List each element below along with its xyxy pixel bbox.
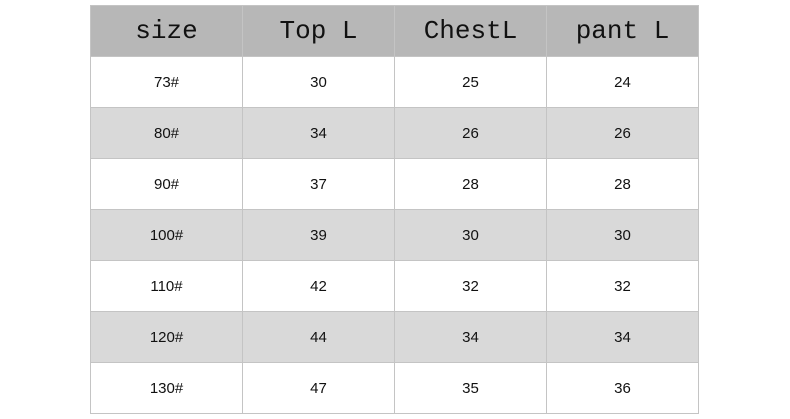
table-cell: 110# — [90, 260, 243, 312]
table-body: 73# 30 25 24 80# 34 26 26 90# 37 28 28 100# 39 30 30 110… — [90, 56, 699, 414]
table-row: 110# 42 32 32 — [90, 260, 699, 312]
table-cell: 80# — [90, 107, 243, 159]
table-cell: 25 — [394, 56, 547, 108]
size-table: size Top L ChestL pant L 73# 30 25 24 80# 34 26 26… — [90, 5, 699, 414]
header-cell: size — [90, 5, 243, 57]
table-row: 73# 30 25 24 — [90, 56, 699, 108]
table-cell: 44 — [242, 311, 395, 363]
header-cell: Top L — [242, 5, 395, 57]
table-row: 90# 37 28 28 — [90, 158, 699, 210]
table-cell: 35 — [394, 362, 547, 414]
table-row: 120# 44 34 34 — [90, 311, 699, 363]
header-row: size Top L ChestL pant L — [90, 5, 699, 57]
table-cell: 100# — [90, 209, 243, 261]
table-cell: 32 — [546, 260, 699, 312]
table-cell: 30 — [546, 209, 699, 261]
table-cell: 28 — [394, 158, 547, 210]
table-cell: 24 — [546, 56, 699, 108]
table-cell: 32 — [394, 260, 547, 312]
table-cell: 26 — [394, 107, 547, 159]
table-cell: 120# — [90, 311, 243, 363]
table-cell: 37 — [242, 158, 395, 210]
table-cell: 73# — [90, 56, 243, 108]
table-cell: 34 — [546, 311, 699, 363]
table-cell: 34 — [394, 311, 547, 363]
table-cell: 28 — [546, 158, 699, 210]
table-cell: 130# — [90, 362, 243, 414]
table-cell: 30 — [242, 56, 395, 108]
table-row: 80# 34 26 26 — [90, 107, 699, 159]
table-row: 130# 47 35 36 — [90, 362, 699, 414]
table-cell: 34 — [242, 107, 395, 159]
table-cell: 39 — [242, 209, 395, 261]
table-cell: 30 — [394, 209, 547, 261]
table-cell: 47 — [242, 362, 395, 414]
table-cell: 90# — [90, 158, 243, 210]
table-cell: 36 — [546, 362, 699, 414]
header-cell: pant L — [546, 5, 699, 57]
table-row: 100# 39 30 30 — [90, 209, 699, 261]
table-cell: 42 — [242, 260, 395, 312]
header-cell: ChestL — [394, 5, 547, 57]
table-cell: 26 — [546, 107, 699, 159]
